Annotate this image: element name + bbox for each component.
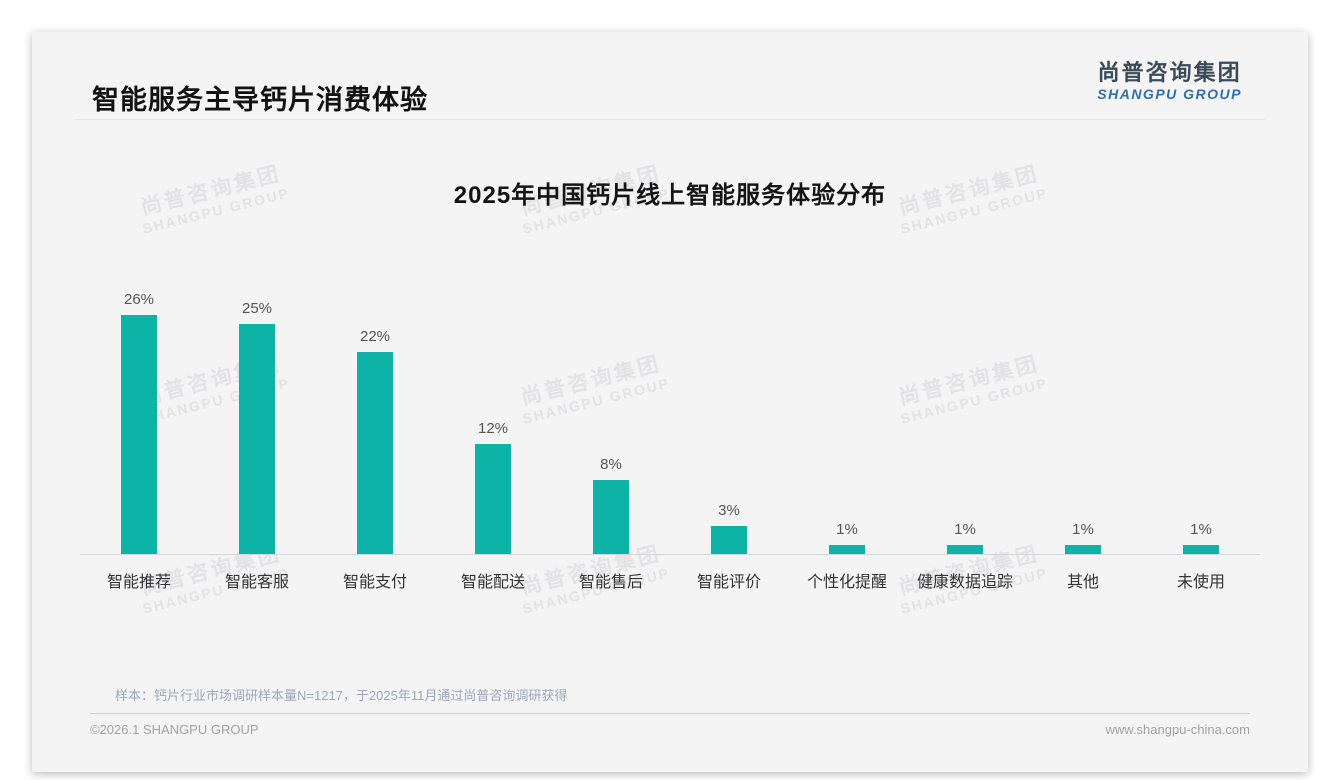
x-axis-label: 健康数据追踪 — [916, 574, 1013, 591]
bar-slot: 22% — [316, 272, 434, 554]
page-title: 智能服务主导钙片消费体验 — [92, 85, 428, 115]
bar-slot: 1% — [906, 272, 1024, 554]
chart-bar — [357, 352, 393, 554]
bar-slot: 26% — [80, 272, 198, 554]
bar-slot: 8% — [552, 272, 670, 554]
bar-value-label: 8% — [600, 456, 622, 473]
footer-divider — [90, 713, 1250, 714]
chart-bar — [239, 324, 275, 554]
bar-value-label: 12% — [477, 420, 509, 437]
bar-slot: 12% — [434, 272, 552, 554]
logo-english-text: SHANGPU GROUP — [1097, 86, 1242, 102]
bar-value-label: 1% — [836, 521, 858, 538]
sample-footnote: 样本：钙片行业市场调研样本量N=1217，于2025年11月通过尚普咨询调研获得 — [115, 688, 568, 703]
footer-website: www.shangpu-china.com — [1105, 722, 1250, 737]
header-divider — [75, 119, 1265, 120]
x-axis-label: 智能推荐 — [106, 574, 171, 591]
bar-slot: 1% — [788, 272, 906, 554]
bar-value-label: 1% — [1190, 521, 1212, 538]
footer-copyright: ©2026.1 SHANGPU GROUP — [90, 722, 259, 737]
bar-slot: 1% — [1142, 272, 1260, 554]
x-axis-label: 个性化提醒 — [806, 574, 887, 591]
x-axis-label: 智能配送 — [460, 574, 525, 591]
chart-bar — [121, 315, 157, 554]
slide-card: 尚普咨询集团 SHANGPU GROUP 尚普咨询集团 SHANGPU GROUP 尚普… — [32, 32, 1308, 772]
x-axis-label: 智能售后 — [578, 574, 643, 591]
logo-chinese-text: 尚普咨询集团 — [1097, 60, 1242, 85]
chart-bar — [1065, 545, 1101, 554]
company-logo: 尚普咨询集团 SHANGPU GROUP — [1097, 60, 1242, 102]
bar-value-label: 25% — [241, 300, 273, 317]
x-axis-label: 智能客服 — [224, 574, 289, 591]
x-axis-labels: 智能推荐 智能客服 智能支付 智能配送 智能售后 智能评价 个性化提醒 健康数据追踪 其他 未使用 — [80, 568, 1260, 592]
chart-bar — [711, 526, 747, 554]
chart-bar — [947, 545, 983, 554]
bar-value-label: 1% — [954, 521, 976, 538]
x-axis-label: 未使用 — [1176, 574, 1225, 591]
bar-value-label: 22% — [359, 328, 391, 345]
x-axis-label: 智能支付 — [342, 574, 407, 591]
chart-bar — [593, 480, 629, 554]
chart-bar — [475, 444, 511, 554]
chart-title: 2025年中国钙片线上智能服务体验分布 — [453, 182, 887, 209]
x-axis-label: 其他 — [1066, 574, 1099, 591]
x-axis-label: 智能评价 — [696, 574, 761, 591]
bar-slot: 3% — [670, 272, 788, 554]
bar-chart-plot: 26% 25% 22% 12% 8% 3% 1% 1% 1% 1% — [80, 272, 1260, 555]
bar-slot: 25% — [198, 272, 316, 554]
bar-value-label: 3% — [718, 502, 740, 519]
bar-value-label: 1% — [1072, 521, 1094, 538]
bar-value-label: 26% — [123, 291, 155, 308]
bar-slot: 1% — [1024, 272, 1142, 554]
chart-bar — [829, 545, 865, 554]
chart-bar — [1183, 545, 1219, 554]
